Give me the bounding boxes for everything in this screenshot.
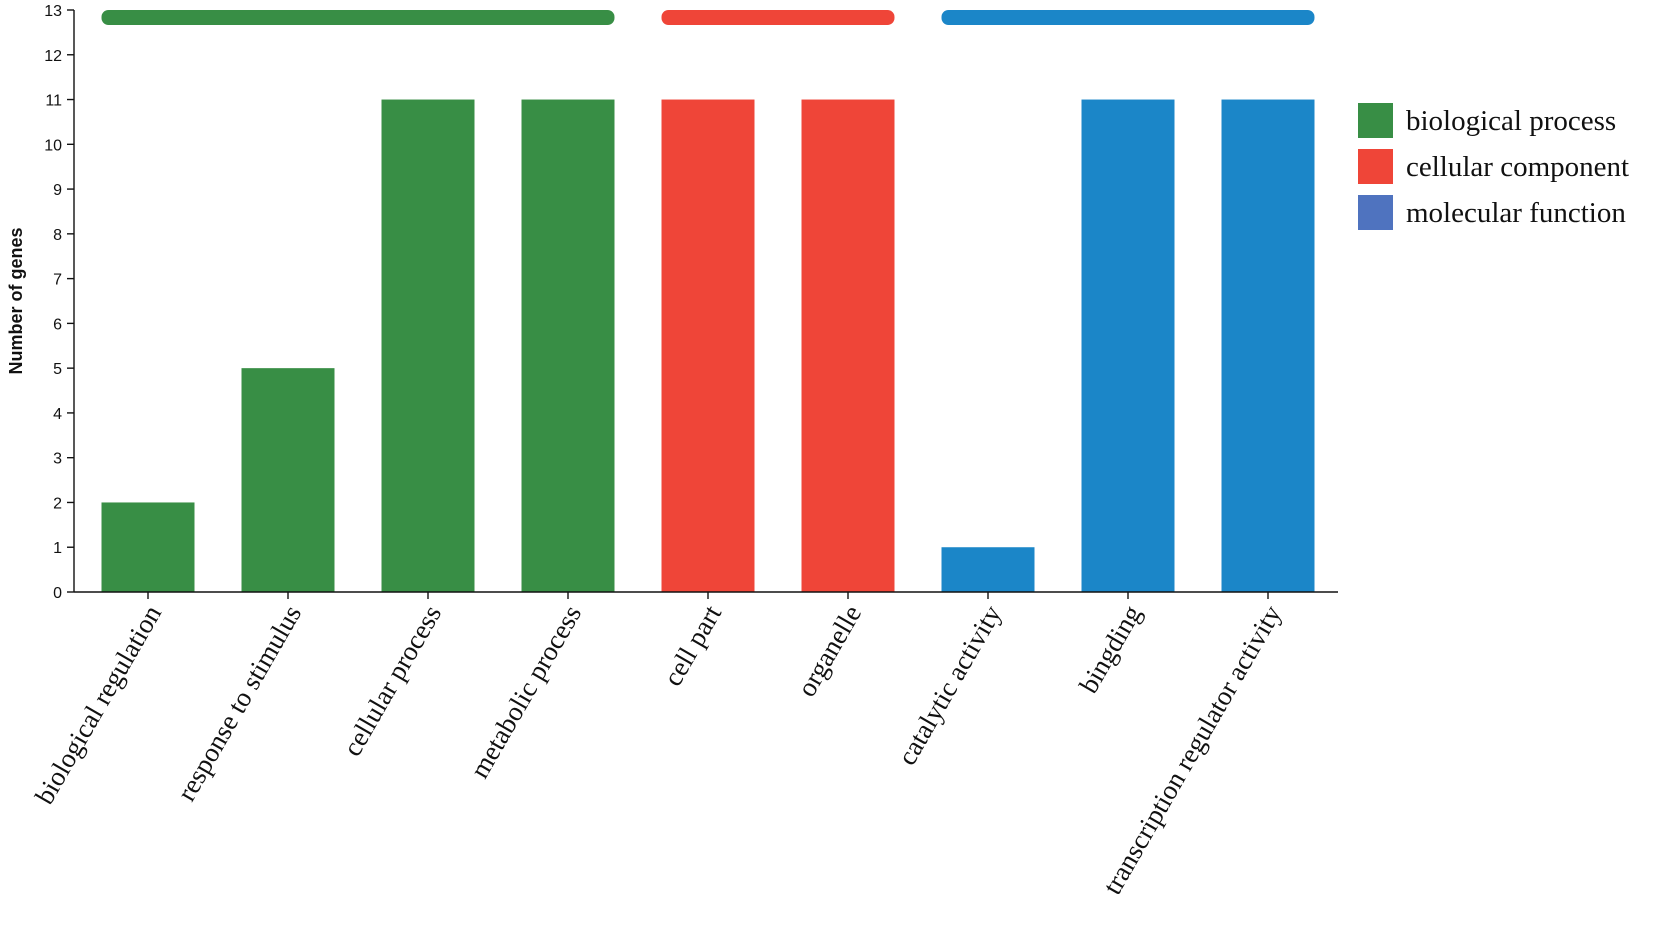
y-tick-label: 8 (53, 227, 62, 244)
y-tick-label: 7 (53, 272, 62, 289)
y-tick-label: 10 (44, 137, 62, 154)
y-tick-label: 3 (53, 451, 62, 468)
y-tick-label: 11 (45, 93, 62, 110)
legend-swatch-biological-process (1358, 103, 1393, 138)
legend-swatch-molecular-function (1358, 195, 1393, 230)
y-tick-label: 9 (53, 182, 62, 199)
y-tick-label: 5 (53, 361, 62, 378)
bar-transcription-regulator-activity (1221, 99, 1315, 593)
x-label-bingding: bingding (1073, 600, 1147, 698)
legend-swatch-cellular-component (1358, 149, 1393, 184)
legend-label-cellular-component: cellular component (1406, 151, 1629, 183)
legend-label-molecular-function: molecular function (1406, 197, 1626, 229)
x-label-biological-regulation: biological regulation (29, 600, 167, 810)
group-bracket-molecular-function (941, 10, 1315, 25)
y-tick-label: 12 (44, 48, 62, 65)
y-tick-label: 6 (53, 316, 62, 333)
legend-label-biological-process: biological process (1406, 105, 1616, 137)
legend: biological process cellular component mole… (1358, 103, 1629, 230)
bar-response-to-stimulus (241, 368, 335, 592)
x-label-response-to-stimulus: response to stimulus (171, 600, 307, 806)
group-bracket-biological-process (101, 10, 615, 25)
group-bracket-cellular-component (661, 10, 895, 25)
bar-cellular-process (381, 99, 475, 593)
bar-cell-part (661, 99, 755, 593)
y-tick-label: 4 (53, 406, 62, 423)
bar-bingding (1081, 99, 1175, 593)
y-axis-title: Number of genes (6, 227, 26, 374)
bar-metabolic-process (521, 99, 615, 593)
x-label-catalytic-activity: catalytic activity (892, 600, 1008, 771)
y-tick-label: 0 (53, 585, 62, 602)
category-group-brackets (101, 10, 1315, 25)
y-tick-label: 1 (53, 540, 62, 557)
x-label-metabolic-process: metabolic process (464, 600, 587, 783)
bar-biological-regulation (101, 502, 195, 592)
y-tick-label: 2 (53, 495, 62, 512)
x-axis-category-labels: biological regulation response to stimulu… (29, 592, 1287, 899)
x-label-organelle: organelle (791, 600, 867, 702)
bars (101, 99, 1315, 593)
x-label-cellular-process: cellular process (337, 600, 447, 761)
y-tick-label: 13 (44, 3, 62, 20)
x-label-cell-part: cell part (657, 600, 727, 691)
bar-organelle (801, 99, 895, 593)
bar-catalytic-activity (941, 547, 1035, 592)
